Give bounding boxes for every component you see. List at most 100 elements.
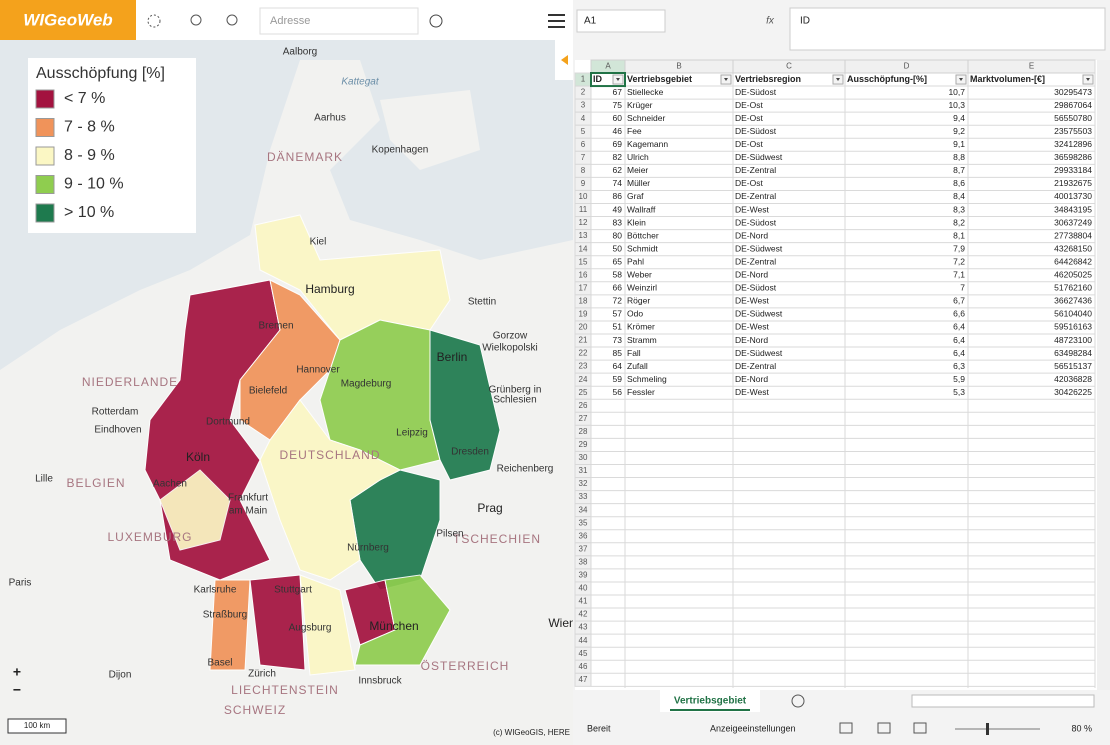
cell: 63498284 xyxy=(1054,348,1092,358)
horizontal-scrollbar[interactable] xyxy=(911,694,1095,708)
cell: DE-Südost xyxy=(735,283,777,293)
search-box[interactable] xyxy=(259,7,419,35)
map-label: München xyxy=(369,619,418,633)
zoom-out[interactable]: − xyxy=(13,682,21,698)
legend-label: 7 - 8 % xyxy=(64,119,115,136)
menu-button[interactable] xyxy=(548,14,565,28)
cell: DE-Südost xyxy=(735,217,777,227)
cell: 8,8 xyxy=(953,152,965,162)
cell: Schmidt xyxy=(627,243,658,253)
cell: 62 xyxy=(613,165,623,175)
cell: 72 xyxy=(613,296,623,306)
map-label: Pilsen xyxy=(436,529,463,540)
formula-bar[interactable] xyxy=(789,7,1106,51)
regions xyxy=(144,214,501,676)
cell: DE-Südwest xyxy=(735,152,783,162)
map-label: Straßburg xyxy=(203,610,247,621)
zoom-in[interactable]: + xyxy=(13,664,21,680)
map-label: Köln xyxy=(186,450,210,464)
row-number: 35 xyxy=(579,518,588,527)
map-label: am Main xyxy=(229,506,267,517)
normal-view[interactable] xyxy=(839,722,853,734)
cell: 36627436 xyxy=(1054,296,1092,306)
sheet-tab[interactable] xyxy=(660,690,760,712)
region[interactable] xyxy=(249,574,306,671)
row-number: 26 xyxy=(579,401,588,410)
cell: 51 xyxy=(613,322,623,332)
filter-arrow xyxy=(959,78,963,81)
cell: 73 xyxy=(613,335,623,345)
cell: 6,7 xyxy=(953,296,965,306)
cell: 58 xyxy=(613,270,623,280)
region[interactable] xyxy=(319,319,441,471)
row-number: 13 xyxy=(579,231,588,240)
locate-button[interactable] xyxy=(429,14,443,28)
cell: 8,7 xyxy=(953,165,965,175)
name-box[interactable] xyxy=(576,9,666,33)
filter-arrow xyxy=(836,78,840,81)
map-label: Dresden xyxy=(451,447,489,458)
row-number: 8 xyxy=(581,166,586,175)
display-settings[interactable]: Anzeigeeinstellungen xyxy=(710,723,796,733)
logo-box xyxy=(0,0,136,40)
cell: Stiellecke xyxy=(627,87,664,97)
sheet-grid: A B C D E12345678910111213141516171819202122… xyxy=(574,59,1096,688)
row-number: 19 xyxy=(579,310,588,319)
row-number: 45 xyxy=(579,649,588,658)
tab-label[interactable]: Vertriebsgebiet xyxy=(674,696,747,707)
search-tool[interactable] xyxy=(226,14,238,26)
map-label: Stuttgart xyxy=(274,585,312,596)
cell: DE-Ost xyxy=(735,178,764,188)
cell: DE-Südwest xyxy=(735,243,783,253)
row-number: 36 xyxy=(579,531,588,540)
row-number: 16 xyxy=(579,270,588,279)
map-label: Kopenhagen xyxy=(372,145,429,156)
add-sheet[interactable] xyxy=(791,694,805,708)
attribution: (c) WIGeoGIS, HERE xyxy=(493,728,570,737)
page-break-view[interactable] xyxy=(913,722,927,734)
zoom-level: 80 % xyxy=(1071,723,1092,733)
zoom-tool[interactable] xyxy=(190,14,202,26)
vertical-scrollbar[interactable] xyxy=(1097,60,1110,690)
cell: DE-West xyxy=(735,322,769,332)
cell: 85 xyxy=(613,348,623,358)
map-label: Dortmund xyxy=(206,417,250,428)
filter-arrow xyxy=(724,78,728,81)
map-label: Aachen xyxy=(153,479,187,490)
region[interactable] xyxy=(209,579,251,671)
map-label: DÄNEMARK xyxy=(267,150,343,164)
row-number: 46 xyxy=(579,662,588,671)
cell: 59516163 xyxy=(1054,322,1092,332)
cell: 69 xyxy=(613,139,623,149)
cell: 66 xyxy=(613,283,623,293)
legend-label: < 7 % xyxy=(64,90,105,107)
row-number: 4 xyxy=(581,114,586,123)
region[interactable] xyxy=(354,574,451,666)
map-label: LUXEMBURG xyxy=(107,530,192,544)
selected-cell xyxy=(590,72,626,88)
cell: 74 xyxy=(613,178,623,188)
cell: 60 xyxy=(613,113,623,123)
cell: DE-West xyxy=(735,296,769,306)
region[interactable] xyxy=(299,574,356,676)
page-layout-view[interactable] xyxy=(877,722,891,734)
cell: 80 xyxy=(613,230,623,240)
scale-label: 100 km xyxy=(24,721,51,730)
cell: Schneider xyxy=(627,113,665,123)
legend xyxy=(28,58,196,233)
cell: DE-Nord xyxy=(735,230,768,240)
cell: Zufall xyxy=(627,361,648,371)
row-number: 37 xyxy=(579,544,588,553)
region[interactable] xyxy=(254,214,451,341)
legend-label: > 10 % xyxy=(64,204,114,221)
region[interactable] xyxy=(429,329,501,481)
zoom-handle[interactable] xyxy=(986,723,989,735)
select-tool[interactable] xyxy=(147,14,161,28)
status-text: Bereit xyxy=(587,723,611,733)
region[interactable] xyxy=(159,469,231,551)
cell: 36598286 xyxy=(1054,152,1092,162)
map-label: Kattegat xyxy=(341,77,379,88)
row-number: 14 xyxy=(579,244,588,253)
region[interactable] xyxy=(259,399,402,581)
map-label: Nürnberg xyxy=(347,543,389,554)
